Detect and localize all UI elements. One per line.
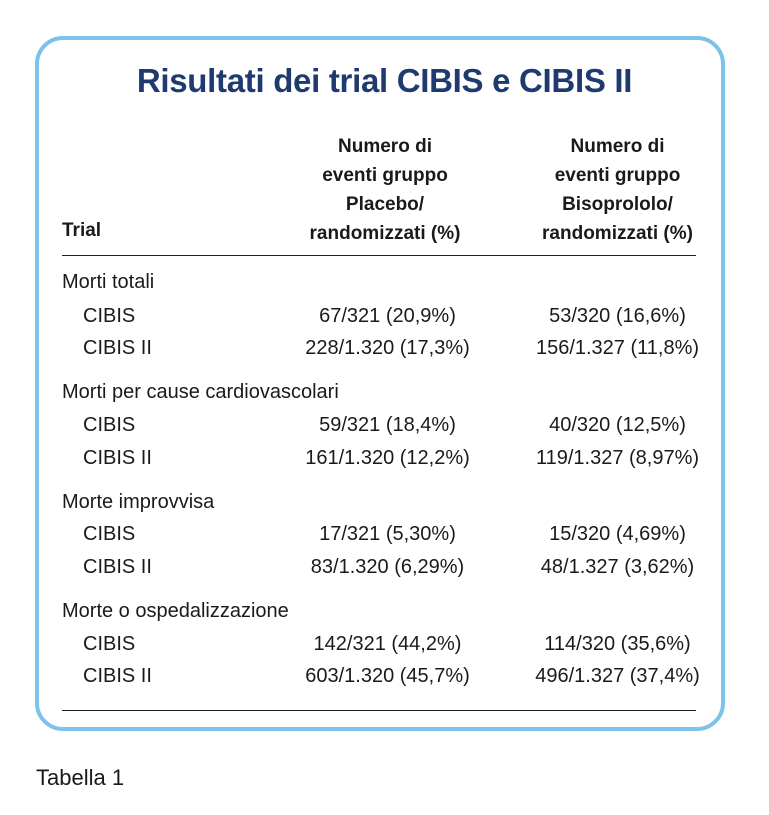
header-divider: [62, 255, 696, 256]
row-trial: CIBIS II: [83, 556, 152, 578]
column-header-trial: Trial: [62, 220, 102, 241]
column-header-bisoprolol: Numero di eventi gruppo Bisoprololo/ ran…: [542, 136, 693, 244]
row-trial: CIBIS: [83, 414, 136, 436]
row-trial: CIBIS: [83, 633, 136, 655]
row-trial: CIBIS II: [83, 447, 152, 469]
cell-placebo: 228/1.320 (17,3%): [305, 337, 470, 359]
column-header-placebo: Numero di eventi gruppo Placebo/ randomi…: [309, 136, 461, 244]
cell-placebo: 83/1.320 (6,29%): [310, 556, 465, 578]
row-trial: CIBIS: [83, 523, 136, 545]
table-bottom-divider: [62, 710, 696, 711]
section-label: Morte o ospedalizzazione: [62, 600, 289, 622]
cell-placebo: 59/321 (18,4%): [319, 414, 456, 436]
cell-bisoprolol: 40/320 (12,5%): [549, 414, 686, 436]
cell-bisoprolol: 53/320 (16,6%): [549, 305, 686, 327]
cell-placebo: 17/321 (5,30%): [319, 523, 456, 545]
row-trial: CIBIS II: [83, 337, 152, 359]
cell-bisoprolol: 15/320 (4,69%): [549, 523, 686, 545]
cell-bisoprolol: 119/1.327 (8,97%): [535, 447, 700, 469]
cell-placebo: 603/1.320 (45,7%): [305, 665, 470, 687]
cell-bisoprolol: 156/1.327 (11,8%): [535, 337, 700, 359]
table-card: [35, 36, 725, 731]
cell-placebo: 142/321 (44,2%): [313, 633, 462, 655]
section-label: Morte improvvisa: [62, 491, 215, 513]
row-trial: CIBIS: [83, 305, 136, 327]
cell-bisoprolol: 114/320 (35,6%): [544, 633, 691, 655]
row-trial: CIBIS II: [83, 665, 152, 687]
table-caption: Tabella 1: [36, 765, 125, 790]
section-label: Morti per cause cardiovascolari: [62, 381, 339, 403]
cell-placebo: 161/1.320 (12,2%): [305, 447, 470, 469]
table-title: Risultati dei trial CIBIS e CIBIS II: [136, 62, 633, 99]
cell-bisoprolol: 496/1.327 (37,4%): [535, 665, 700, 687]
cell-bisoprolol: 48/1.327 (3,62%): [540, 556, 695, 578]
cell-placebo: 67/321 (20,9%): [319, 305, 456, 327]
section-label: Morti totali: [62, 271, 155, 293]
